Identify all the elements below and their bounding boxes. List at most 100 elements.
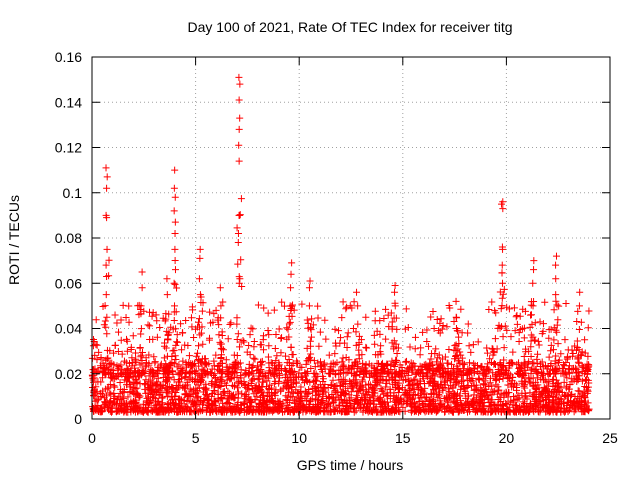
data-point — [224, 398, 232, 406]
data-point — [289, 359, 297, 367]
data-point — [396, 385, 404, 393]
data-point — [538, 370, 546, 378]
data-point — [202, 359, 210, 367]
data-point — [114, 348, 122, 356]
data-point — [549, 346, 557, 354]
data-point — [335, 366, 343, 374]
data-point — [147, 390, 155, 398]
data-point — [163, 407, 171, 415]
data-point — [200, 396, 208, 404]
data-point — [454, 398, 462, 406]
data-point — [492, 406, 500, 414]
data-point — [250, 337, 258, 345]
data-point — [519, 398, 527, 406]
data-point — [287, 284, 295, 292]
data-point — [163, 275, 171, 283]
data-point — [234, 260, 242, 268]
data-point — [427, 355, 435, 363]
data-point — [233, 401, 241, 409]
data-point — [520, 382, 528, 390]
data-point — [466, 359, 474, 367]
data-point — [167, 393, 175, 401]
data-point — [250, 354, 258, 362]
data-point — [498, 269, 506, 277]
data-point — [556, 395, 564, 403]
data-point — [185, 370, 193, 378]
data-point — [142, 376, 150, 384]
data-point — [242, 381, 250, 389]
data-point — [533, 355, 541, 363]
data-point — [465, 342, 473, 350]
data-point — [247, 380, 255, 388]
data-point — [303, 397, 311, 405]
data-point — [455, 408, 463, 416]
data-point — [105, 406, 112, 414]
data-point — [223, 376, 231, 384]
data-point — [290, 367, 298, 375]
data-point — [474, 386, 482, 394]
data-point — [93, 341, 101, 349]
data-point — [117, 316, 125, 324]
data-point — [495, 367, 503, 375]
data-point — [574, 376, 582, 384]
data-point — [488, 298, 496, 306]
data-point — [552, 376, 560, 384]
data-point — [178, 346, 186, 354]
data-point — [484, 366, 492, 374]
data-point — [142, 397, 150, 405]
data-point — [168, 353, 176, 361]
data-point — [251, 355, 259, 363]
data-point — [283, 324, 291, 332]
data-point — [401, 358, 409, 366]
data-point — [254, 406, 262, 414]
data-point — [419, 400, 427, 408]
data-point — [552, 291, 560, 299]
data-point — [321, 316, 329, 324]
data-point — [169, 347, 177, 355]
data-point — [439, 322, 447, 330]
data-point — [417, 344, 425, 352]
data-point — [495, 376, 503, 384]
data-point — [452, 297, 460, 305]
data-point — [114, 366, 122, 374]
data-point — [186, 408, 194, 416]
data-point — [491, 335, 499, 343]
data-point — [95, 348, 103, 356]
data-point — [554, 316, 562, 324]
data-point — [213, 408, 221, 416]
data-point — [163, 374, 171, 382]
data-point — [398, 384, 406, 392]
data-point — [554, 340, 562, 348]
data-point — [278, 334, 286, 342]
data-point — [438, 405, 446, 413]
data-point — [382, 305, 390, 313]
data-point — [172, 356, 180, 364]
data-point — [357, 382, 365, 390]
data-point — [377, 369, 385, 377]
data-point — [126, 388, 134, 396]
data-point — [577, 352, 585, 360]
data-point — [521, 361, 529, 369]
data-point — [246, 405, 254, 413]
data-point — [125, 302, 133, 310]
data-point — [356, 385, 364, 393]
data-point — [122, 335, 130, 343]
data-point — [177, 320, 185, 328]
data-point — [496, 361, 504, 369]
data-point — [564, 392, 572, 400]
y-tick-label: 0.08 — [55, 230, 82, 246]
data-point — [581, 336, 589, 344]
data-point — [89, 366, 97, 374]
y-tick-label: 0.1 — [63, 185, 83, 201]
data-point — [459, 369, 467, 377]
data-point — [504, 381, 512, 389]
data-point — [220, 408, 228, 416]
data-point — [382, 335, 390, 343]
data-point — [148, 312, 156, 320]
data-point — [412, 370, 420, 378]
data-point — [435, 327, 443, 335]
data-point — [181, 384, 189, 392]
data-point — [353, 288, 361, 296]
data-point — [271, 388, 279, 396]
data-point — [436, 397, 444, 405]
